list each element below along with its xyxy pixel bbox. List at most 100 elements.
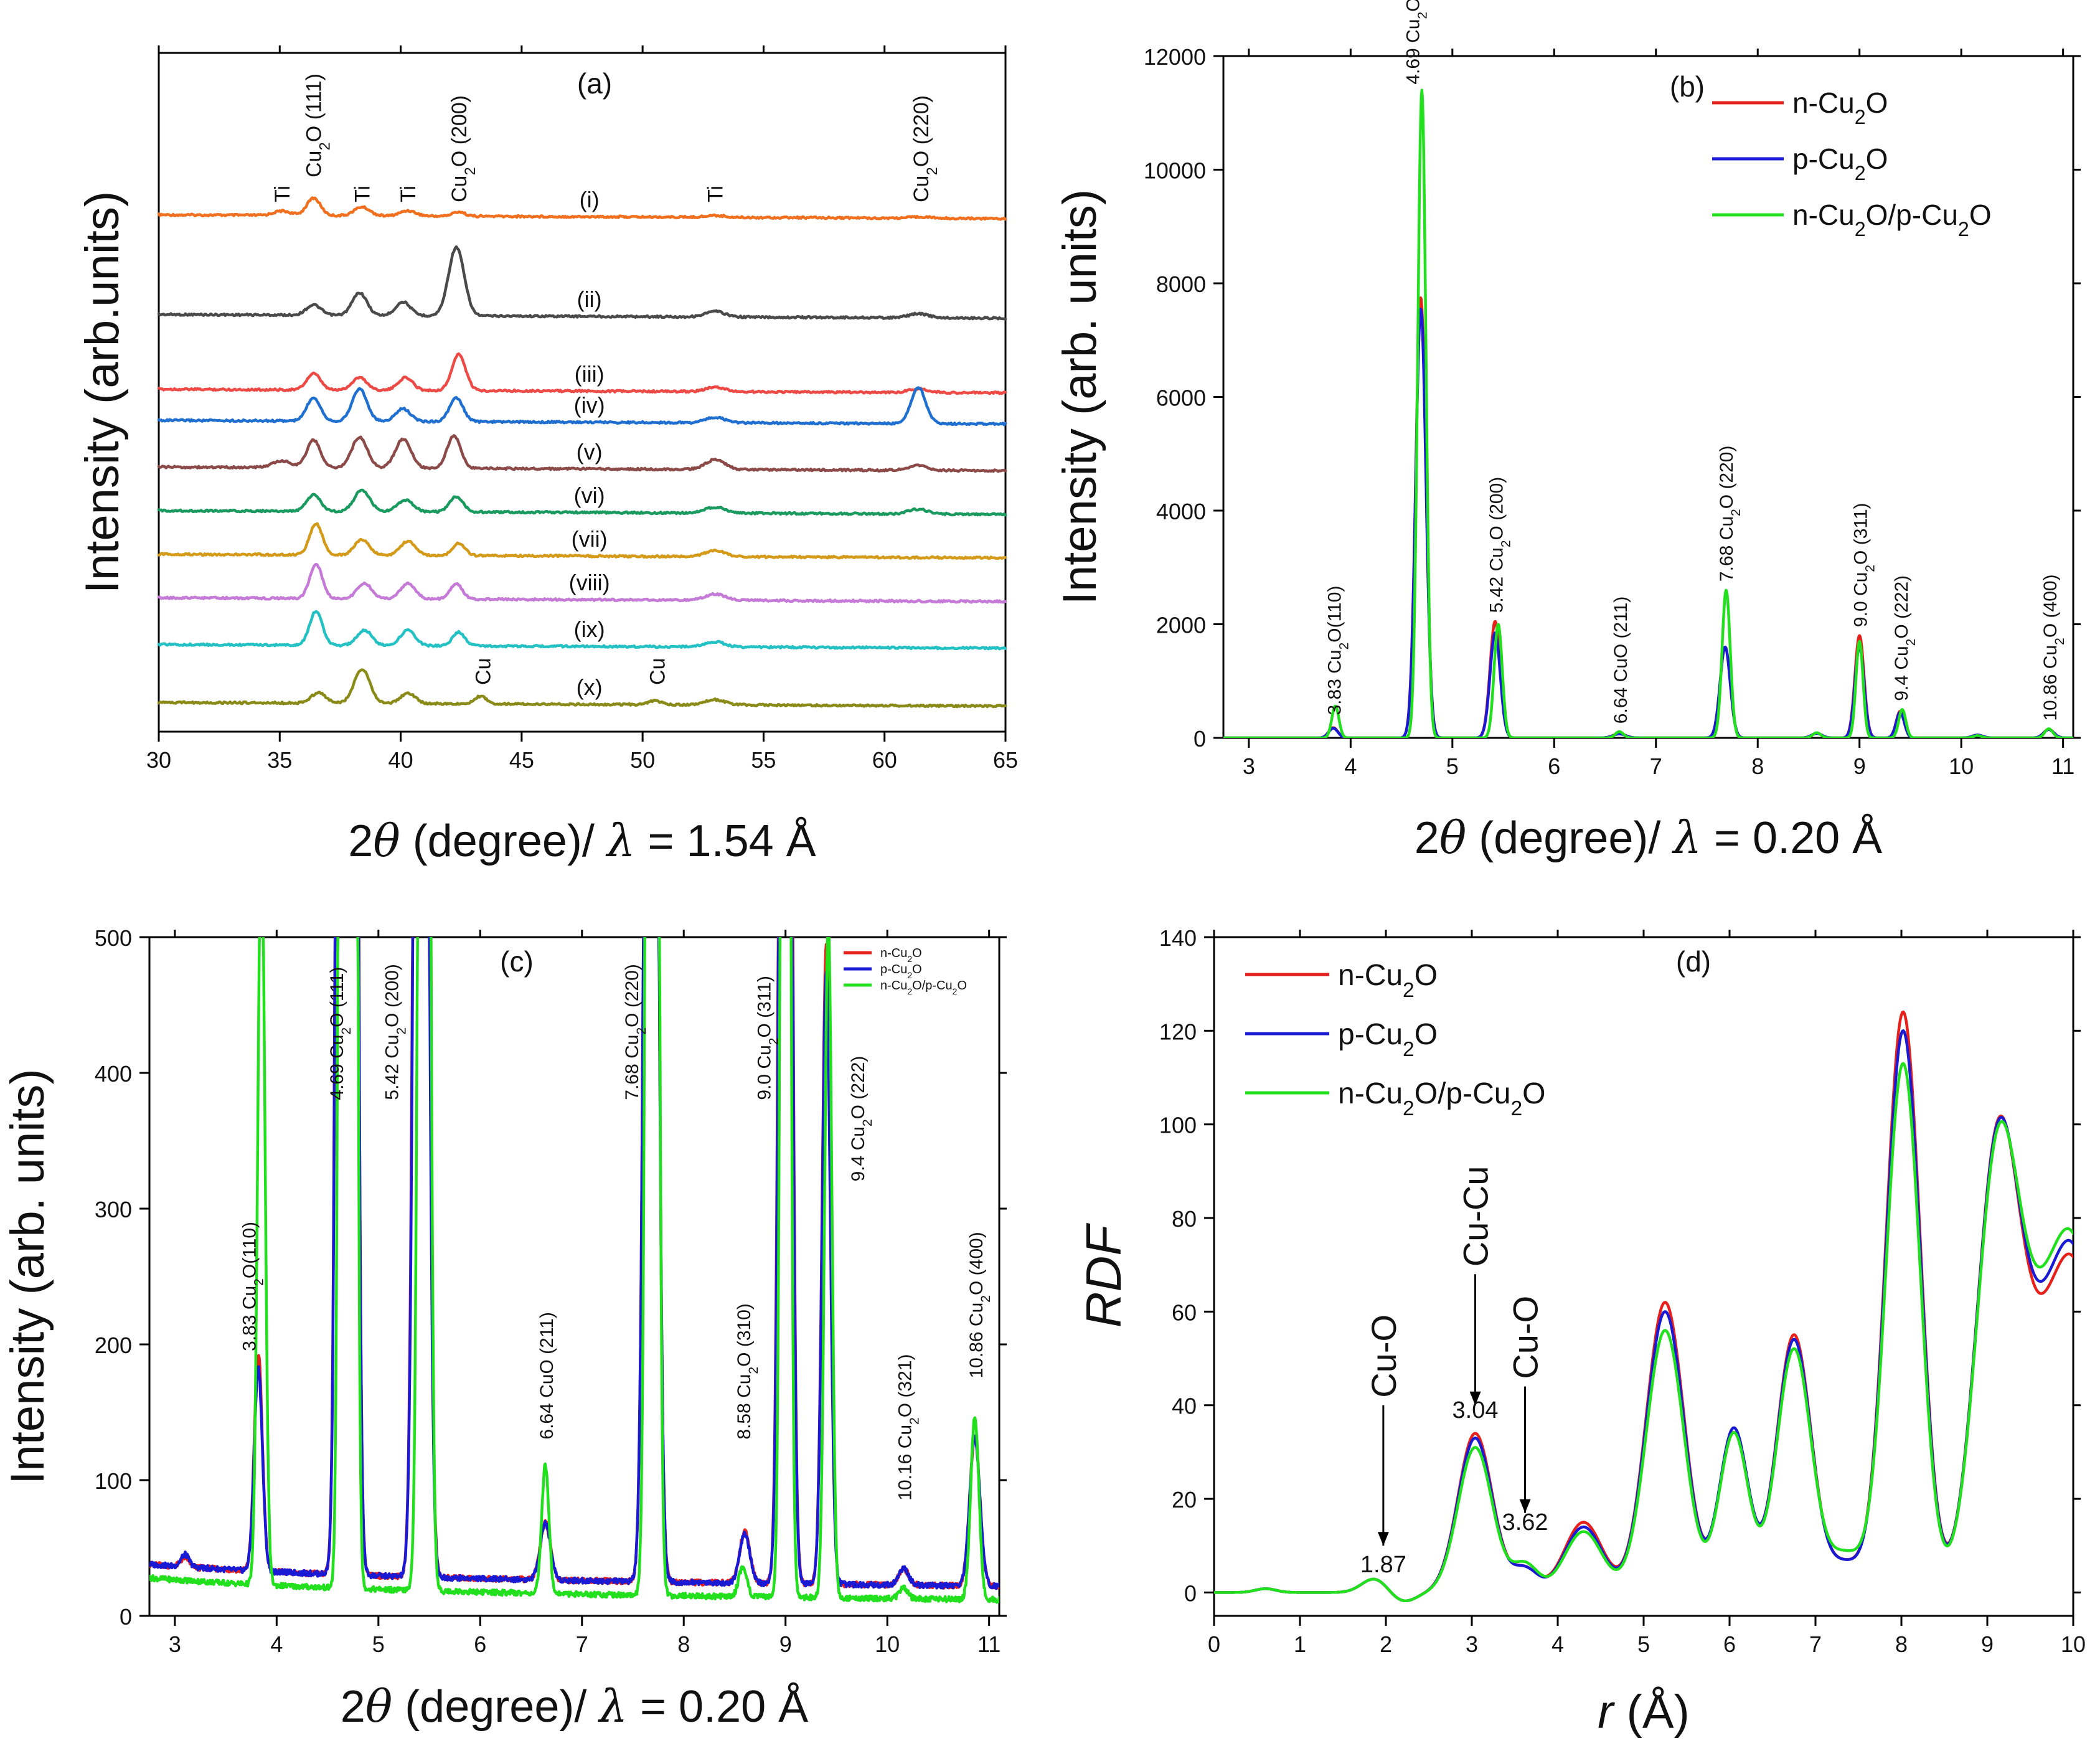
- text-part: (110): [240, 1222, 260, 1264]
- text-part: n-: [880, 946, 892, 960]
- formula-part: Cu: [910, 176, 933, 202]
- y-tick-label: 400: [95, 1061, 132, 1087]
- y-tick-label: 100: [95, 1468, 132, 1494]
- x-tick-label: 5: [1446, 753, 1459, 779]
- series-line-iii: [157, 352, 1007, 395]
- series-line-vi: [157, 488, 1007, 517]
- text-part: (220): [910, 95, 933, 151]
- text-part: Ti: [271, 186, 294, 202]
- formula-subscript: 2: [924, 167, 941, 175]
- plot-area: [1214, 1010, 2073, 1603]
- x-tick-label: 65: [993, 747, 1018, 773]
- peak-annotation: Cu2O (111): [303, 73, 334, 177]
- text-part: n-: [1338, 1077, 1365, 1110]
- formula-part: O: [327, 1012, 347, 1027]
- text-part: 10.86: [966, 1326, 987, 1378]
- y-tick-label: 40: [1172, 1394, 1197, 1419]
- formula-part: Cu: [1891, 646, 1912, 669]
- formula-part: Cu: [734, 1374, 755, 1398]
- formula-part: Cu: [848, 1126, 869, 1150]
- peak-annotation: Cu: [646, 658, 669, 685]
- formula-part: O: [1486, 526, 1507, 540]
- text-part: 5.42: [1486, 572, 1507, 613]
- x-tick-label: 3: [1243, 753, 1255, 779]
- peak-annotation: Cu: [472, 658, 496, 685]
- y-axis-label: Intensity (arb. units): [1, 1069, 54, 1484]
- formula-part: O: [755, 1023, 775, 1037]
- x-label-theta: θ: [373, 814, 400, 867]
- formula-subscript: 2: [1728, 509, 1743, 516]
- plot-area: [1223, 88, 2073, 738]
- series-label: (x): [577, 674, 603, 700]
- formula-part: Cu: [382, 1035, 402, 1059]
- legend-label: n-Cu2O/p-Cu2O: [880, 979, 967, 996]
- x-tick-label: 6: [1548, 753, 1560, 779]
- formula-part: O: [1851, 550, 1872, 565]
- formula-subscript: 2: [907, 970, 912, 980]
- peak-distance-label: 1.87: [1360, 1552, 1406, 1578]
- text-part: (111): [327, 967, 347, 1013]
- x-tick-label: 35: [267, 747, 292, 773]
- x-label-part: = 0.20 Å: [628, 1682, 808, 1732]
- text-part: (321): [895, 1354, 915, 1403]
- text-part: 8.58: [734, 1398, 755, 1440]
- formula-subscript: 2: [339, 1027, 354, 1035]
- plot-area: [149, 937, 999, 1604]
- series-line-v: [157, 434, 1007, 473]
- x-tick-label: 9: [1981, 1631, 1994, 1657]
- peak-annotation: 9.0 Cu2O (311): [1851, 503, 1878, 627]
- text-part: /p-: [1438, 1077, 1472, 1110]
- x-tick-label: 9: [779, 1631, 792, 1657]
- formula-subscript: 2: [1403, 978, 1415, 1001]
- x-tick-label: 7: [576, 1631, 588, 1657]
- formula-part: Cu: [892, 979, 908, 993]
- legend-label: p-Cu2O: [1792, 143, 1888, 184]
- text-part: 9.4: [848, 1150, 869, 1181]
- peak-annotation: Cu2O (200): [448, 95, 479, 202]
- formula-part: O: [1866, 143, 1888, 175]
- formula-part: Cu: [1472, 1077, 1510, 1110]
- text-part: Ti: [704, 186, 728, 202]
- x-tick-label: 5: [1637, 1631, 1650, 1657]
- x-label-lambda: λ: [1671, 811, 1702, 864]
- formula-part: Cu: [1818, 87, 1855, 119]
- text-part: 10.16: [895, 1448, 915, 1500]
- formula-subscript: 2: [461, 167, 478, 175]
- text-part: 6.64 CuO (211): [537, 1312, 557, 1440]
- formula-subscript: 2: [634, 1027, 649, 1035]
- peak-annotation: Cu2O (220): [910, 95, 941, 202]
- text-part: p-: [880, 963, 892, 976]
- peak-annotation: 9.4 Cu2O (222): [848, 1056, 875, 1182]
- formula-part: O: [848, 1105, 869, 1119]
- text-part: (220): [622, 964, 643, 1012]
- text-part: (311): [1851, 503, 1872, 550]
- formula-subscript: 2: [2052, 638, 2066, 645]
- formula-subscript: 2: [1499, 540, 1513, 547]
- plot-frame: [148, 936, 1001, 1617]
- peak-annotation: Ti: [271, 186, 294, 202]
- formula-part: Cu: [1486, 547, 1507, 571]
- formula-subscript: 2: [1403, 1037, 1415, 1060]
- series-line-nCuO: [1223, 296, 2073, 738]
- text-part: 9.0: [1851, 596, 1872, 627]
- text-part: Cu: [472, 658, 496, 685]
- formula-part: O: [1415, 959, 1438, 992]
- x-label-part: (degree)/: [400, 816, 607, 866]
- series-label: (ix): [574, 616, 605, 642]
- peak-annotation: 3.83 Cu2O(110): [1325, 586, 1352, 715]
- formula-part: Cu: [1403, 19, 1423, 43]
- peak-annotation: 4.69 Cu2O (111): [1403, 0, 1429, 85]
- formula-subscript: 2: [907, 1417, 921, 1425]
- x-tick-label: 10: [1949, 753, 1974, 779]
- formula-subscript: 2: [1337, 643, 1351, 650]
- y-tick-label: 6000: [1156, 385, 1206, 411]
- x-tick-label: 0: [1208, 1631, 1220, 1657]
- text-part: (311): [755, 976, 775, 1023]
- legend-label: p-Cu2O: [880, 963, 922, 980]
- formula-part: O: [912, 946, 922, 960]
- peak-annotation: 5.42 Cu2O (200): [382, 964, 408, 1100]
- formula-part: O: [622, 1012, 643, 1027]
- text-part: 3.83: [1325, 674, 1345, 715]
- formula-part: O: [912, 963, 922, 976]
- formula-subscript: 2: [746, 1367, 761, 1374]
